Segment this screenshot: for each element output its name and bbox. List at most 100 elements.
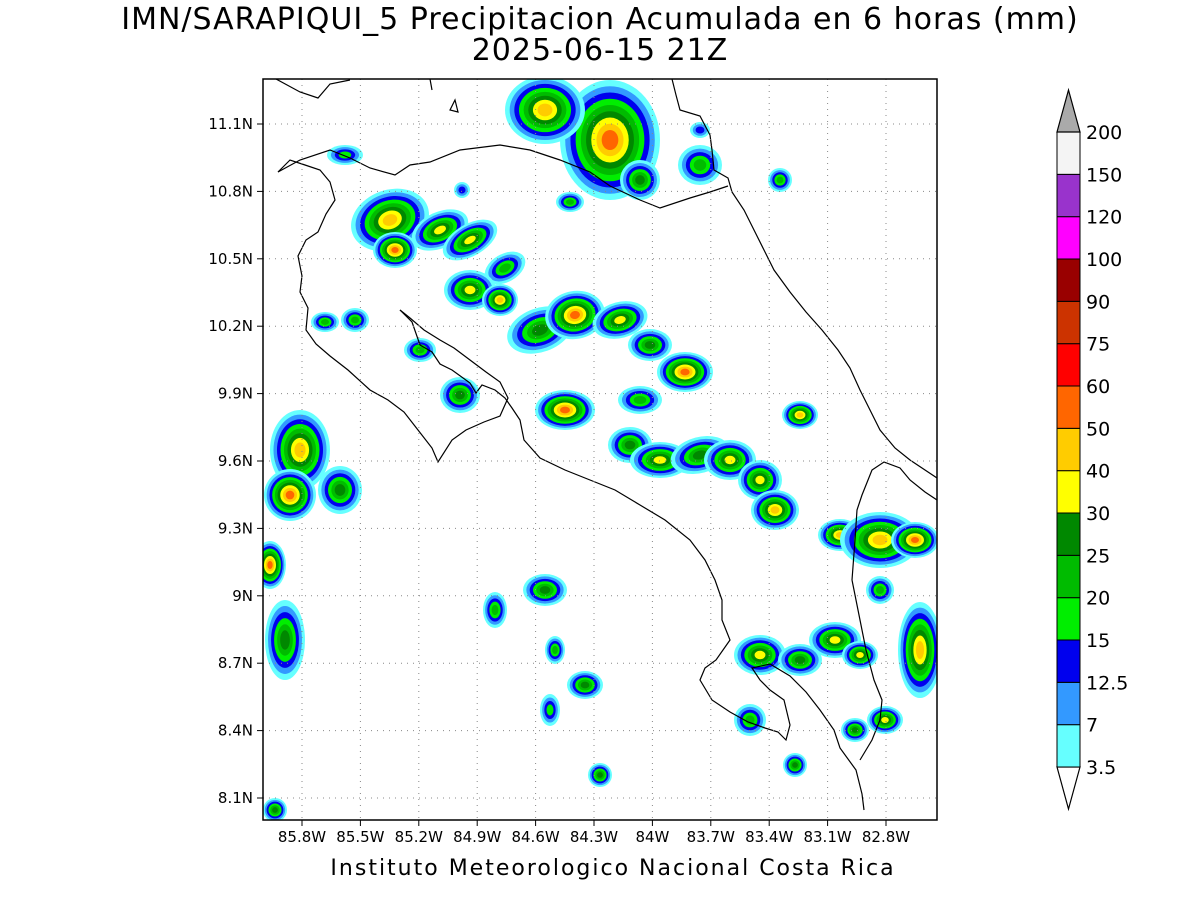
latitude-axis: 11.1N 10.8N 10.5N 10.2N 9.9N 9.6N 9.3N 9N 8.7N 8.…	[208, 115, 263, 807]
map-timestamp: 2025-06-15 21Z	[471, 33, 729, 68]
coastline-gulf-nicoya	[399, 309, 865, 811]
lon-label: 85.2W	[395, 828, 443, 846]
colorbar-label: 3.5	[1086, 757, 1116, 779]
precip-cell	[751, 490, 799, 530]
precip-cell	[734, 635, 786, 675]
colorbar-max-arrow	[1056, 87, 1081, 133]
precip-contour	[552, 646, 558, 654]
precip-contour	[566, 199, 574, 205]
precip-cell	[734, 704, 766, 736]
lon-label: 82.8W	[862, 828, 910, 846]
lat-label: 11.1N	[208, 115, 253, 133]
precip-cell	[657, 352, 713, 392]
precip-contour	[434, 225, 446, 235]
precip-contour	[755, 475, 765, 485]
colorbar-band	[1056, 173, 1081, 218]
colorbar-label: 100	[1086, 249, 1122, 271]
colorbar-label: 120	[1086, 207, 1122, 229]
colorbar-label: 50	[1086, 418, 1110, 440]
precip-cell	[454, 182, 470, 198]
lat-label: 9.6N	[218, 452, 253, 470]
coastline-pacific-north	[275, 79, 509, 464]
precip-contour	[695, 126, 705, 134]
precip-cell	[592, 301, 648, 339]
precip-cell	[484, 251, 526, 285]
precip-cell	[442, 219, 498, 261]
colorbar-band	[1056, 724, 1081, 768]
precip-contour	[580, 681, 590, 689]
precip-contour	[267, 561, 273, 569]
lat-label: 8.1N	[218, 789, 253, 807]
longitude-axis: 85.8W 85.5W 85.2W 84.9W 84.6W 84.3W 84W 83.7W 83…	[278, 820, 910, 846]
precip-contour	[391, 247, 399, 253]
precip-contour	[597, 772, 603, 778]
colorbar-label: 90	[1086, 291, 1110, 313]
precip-contour	[635, 175, 645, 185]
lon-label: 83.7W	[687, 828, 735, 846]
precip-cell	[898, 602, 937, 698]
precip-cell	[678, 145, 722, 185]
lat-label: 9N	[232, 587, 253, 605]
precip-cell	[738, 460, 782, 500]
colorbar-label: 200	[1086, 122, 1122, 144]
precip-contour	[415, 346, 425, 354]
precip-contour	[633, 396, 647, 404]
precip-contour	[754, 650, 766, 660]
precip-cell	[620, 160, 660, 200]
precip-contour	[458, 186, 466, 194]
colorbar-label: 25	[1086, 545, 1110, 567]
colorbar-band	[1056, 216, 1081, 260]
lon-label: 85.8W	[278, 828, 326, 846]
grid-lines	[263, 79, 937, 820]
lat-label: 10.2N	[208, 317, 253, 335]
map-title: IMN/SARAPIQUI_5 Precipitacion Acumulada …	[121, 2, 1079, 37]
precip-cell	[351, 188, 429, 252]
colorbar-label: 7	[1086, 715, 1098, 737]
precip-contour	[294, 442, 306, 458]
precip-contour	[285, 490, 295, 500]
precip-contour	[724, 455, 736, 465]
precip-contour	[539, 586, 551, 594]
precip-contour	[693, 159, 707, 171]
colorbar-band	[1056, 681, 1081, 726]
lat-label: 10.5N	[208, 250, 253, 268]
precip-cell	[782, 401, 818, 429]
precip-cell	[311, 312, 339, 332]
border-nicaragua	[277, 144, 729, 209]
lon-label: 85.5W	[336, 828, 384, 846]
precip-cell	[891, 522, 937, 558]
precip-contour	[614, 316, 626, 324]
precip-cell	[556, 192, 584, 212]
colorbar-label: 150	[1086, 164, 1122, 186]
colorbar-min-arrow	[1056, 766, 1081, 812]
lat-label: 10.8N	[208, 182, 253, 200]
colorbar-label: 60	[1086, 376, 1110, 398]
precip-cell	[263, 798, 287, 820]
precip-cell	[404, 338, 436, 362]
precip-contour	[856, 652, 864, 658]
lat-label: 8.7N	[218, 654, 253, 672]
coastline-caribbean	[671, 79, 937, 479]
precip-contour	[624, 440, 636, 450]
precip-cell	[545, 636, 565, 664]
precip-cell	[704, 440, 756, 480]
lat-label: 9.9N	[218, 385, 253, 403]
precip-cell	[867, 706, 903, 734]
colorbar-band	[1056, 300, 1081, 345]
precip-contour	[532, 324, 548, 336]
colorbar-band	[1056, 258, 1081, 302]
precip-contour	[455, 390, 465, 400]
colorbar: 3.5 7 12.5 15 20 25 30 40 50 60 75 90 100 120 150 200	[1056, 87, 1128, 812]
precip-contour	[491, 604, 499, 616]
colorbar-band	[1056, 512, 1081, 556]
precip-cell	[842, 641, 878, 669]
precip-contour	[280, 630, 290, 650]
precip-contour	[546, 704, 554, 716]
colorbar-band	[1056, 639, 1081, 683]
precip-contour	[499, 263, 511, 273]
precip-contour	[382, 214, 398, 226]
colorbar-band	[1056, 131, 1081, 175]
lat-label: 8.4N	[218, 722, 253, 740]
precip-cell	[768, 168, 792, 192]
colorbar-label: 40	[1086, 461, 1110, 483]
